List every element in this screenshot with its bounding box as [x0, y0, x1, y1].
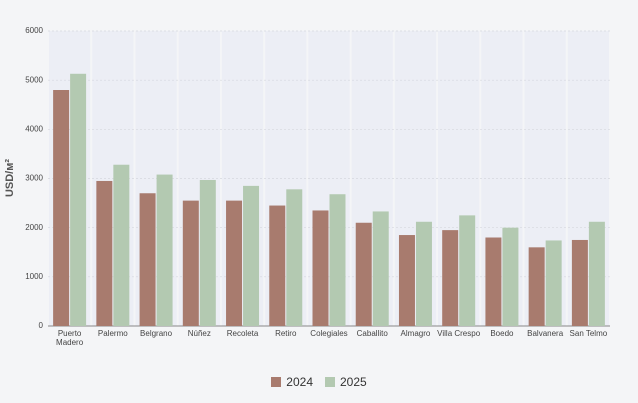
legend-label: 2025 [340, 375, 367, 389]
bar [571, 239, 588, 326]
bar [139, 193, 156, 326]
bar [588, 221, 605, 326]
bar [485, 237, 502, 326]
bar [329, 194, 346, 326]
bar [312, 210, 329, 326]
x-tick-label: Palermo [97, 329, 128, 338]
bar [528, 247, 545, 326]
bar [53, 90, 70, 326]
bar [243, 185, 260, 326]
bar [502, 227, 519, 326]
x-tick-label: Caballito [356, 329, 388, 338]
y-tick-label: 5000 [25, 75, 43, 84]
bar [113, 164, 130, 326]
x-tick-label: Boedo [490, 329, 514, 338]
y-tick-label: 6000 [25, 26, 43, 35]
x-tick-label: Puerto Madero [56, 329, 84, 347]
bar [269, 205, 286, 326]
bar [156, 174, 173, 326]
x-tick-label: Colegiales [310, 329, 348, 338]
bar [286, 189, 303, 326]
y-tick-label: 4000 [25, 124, 43, 133]
bar [70, 73, 87, 327]
bar [199, 179, 216, 326]
x-tick-label: Balvanera [527, 329, 564, 338]
bar [226, 200, 243, 326]
bar [398, 235, 415, 326]
bar [459, 215, 476, 326]
bar [545, 240, 562, 326]
x-tick-label: Villa Crespo [437, 329, 481, 338]
bar [96, 180, 113, 326]
x-tick-label: Núñez [187, 329, 211, 338]
x-tick-label: Belgrano [140, 329, 173, 338]
legend-label: 2024 [286, 375, 313, 389]
y-tick-label: 3000 [25, 174, 43, 183]
y-tick-label: 0 [39, 321, 44, 330]
y-tick-label: 1000 [25, 272, 43, 281]
x-tick-label: Recoleta [226, 329, 259, 338]
bar [372, 211, 389, 326]
bar [182, 200, 199, 326]
x-tick-label: Retiro [275, 329, 297, 338]
legend-swatch [325, 377, 335, 387]
legend: 2024 2025 [0, 375, 638, 389]
legend-item: 2024 [271, 375, 313, 389]
y-axis-label: USD/м² [4, 159, 16, 197]
legend-swatch [271, 377, 282, 387]
bar [442, 230, 459, 326]
x-tick-label: Almagro [400, 329, 431, 338]
y-tick-label: 2000 [25, 223, 43, 232]
bar [415, 221, 432, 326]
legend-item: 2025 [325, 375, 367, 389]
x-tick-label: San Telmo [569, 329, 608, 338]
bar [355, 222, 372, 326]
